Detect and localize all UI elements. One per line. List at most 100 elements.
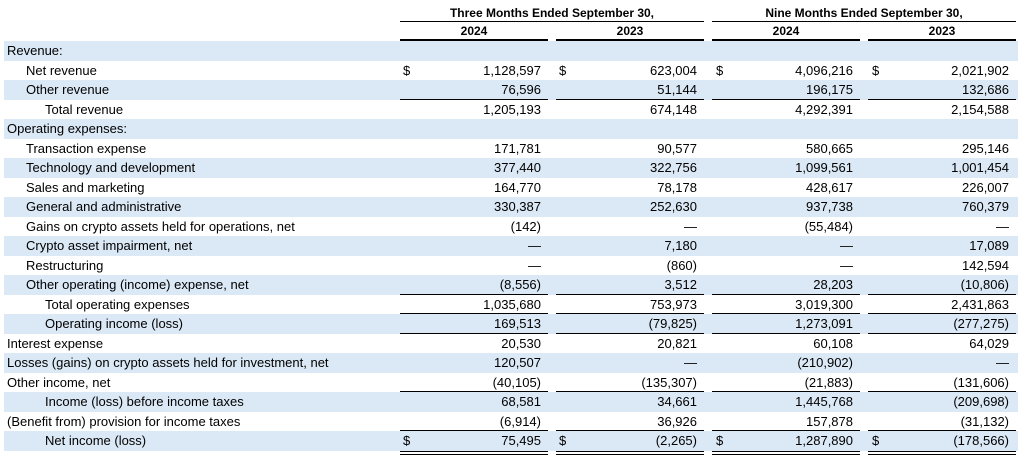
currency-symbol: $ — [872, 62, 880, 78]
cell-value: 295,146 — [962, 140, 1009, 156]
group-header: Nine Months Ended September 30, — [765, 6, 963, 20]
cell-value: 20,530 — [501, 335, 541, 351]
cell-value: 17,089 — [969, 238, 1009, 253]
cell-value: (142) — [510, 218, 541, 234]
total-rule — [712, 313, 860, 314]
total-rule — [400, 293, 548, 295]
table-row — [4, 80, 1018, 100]
table-row — [4, 158, 1018, 178]
total-rule — [400, 391, 548, 392]
cell-value: (55,484) — [804, 218, 853, 234]
year-rule — [868, 39, 1016, 41]
total-rule — [712, 98, 860, 100]
total-rule — [556, 293, 704, 295]
cell-value: 674,148 — [650, 101, 697, 117]
row-label: Transaction expense — [26, 140, 147, 156]
table-row — [4, 431, 1018, 451]
cell-value: (135,307) — [641, 374, 697, 390]
cell-value: 4,292,391 — [795, 101, 853, 117]
cell-value: 623,004 — [650, 62, 697, 78]
row-label: Total revenue — [45, 101, 124, 117]
total-rule — [712, 332, 860, 334]
cell-value: (277,275) — [953, 316, 1009, 331]
cell-value: 1,205,193 — [483, 101, 541, 117]
table-row — [4, 314, 1018, 334]
cell-value: (40,105) — [492, 374, 541, 390]
header-rule — [712, 21, 1016, 22]
cell-value: (79,825) — [648, 316, 697, 331]
cell-value: 4,096,216 — [795, 62, 853, 78]
total-rule — [868, 391, 1016, 392]
cell-value: 64,029 — [969, 335, 1009, 351]
row-label: Crypto asset impairment, net — [26, 238, 193, 253]
cell-value: — — [996, 218, 1009, 234]
total-rule — [556, 430, 704, 431]
cell-value: 34,661 — [657, 394, 697, 409]
row-label: Net income (loss) — [45, 433, 147, 448]
year-header: 2023 — [928, 24, 956, 38]
cell-value: 428,617 — [806, 179, 853, 195]
cell-value: 3,019,300 — [795, 296, 853, 312]
currency-symbol: $ — [403, 62, 411, 78]
cell-value: (210,902) — [797, 355, 853, 370]
table-row — [4, 392, 1018, 412]
cell-value: 196,175 — [806, 82, 853, 97]
row-label: Operating expenses: — [7, 121, 127, 136]
cell-value: — — [840, 238, 853, 253]
cell-value: 36,926 — [657, 413, 697, 429]
cell-value: 1,001,454 — [951, 160, 1009, 175]
cell-value: 3,512 — [664, 277, 697, 292]
double-rule — [712, 450, 860, 455]
cell-value: 330,387 — [494, 199, 541, 214]
double-rule — [868, 450, 1016, 455]
cell-value: 120,507 — [494, 355, 541, 370]
cell-value: 1,099,561 — [795, 160, 853, 175]
cell-value: 322,756 — [650, 160, 697, 175]
cell-value: 20,821 — [657, 335, 697, 351]
total-rule — [556, 391, 704, 392]
total-rule — [400, 332, 548, 334]
cell-value: 142,594 — [962, 257, 1009, 273]
cell-value: 78,178 — [657, 179, 697, 195]
cell-value: — — [684, 218, 697, 234]
year-header: 2023 — [616, 24, 644, 38]
cell-value: — — [840, 257, 853, 273]
row-label: Interest expense — [7, 335, 104, 351]
year-rule — [712, 39, 860, 41]
currency-symbol: $ — [559, 62, 567, 78]
row-label: Other operating (income) expense, net — [26, 277, 249, 292]
cell-value: 226,007 — [962, 179, 1009, 195]
row-label: Gains on crypto assets held for operatio… — [26, 218, 295, 234]
year-rule — [556, 39, 704, 41]
total-rule — [868, 293, 1016, 295]
cell-value: — — [684, 355, 697, 370]
cell-value: 1,035,680 — [483, 296, 541, 312]
total-rule — [400, 98, 548, 100]
cell-value: 377,440 — [494, 160, 541, 175]
cell-value: (6,914) — [499, 413, 541, 429]
row-label: Restructuring — [26, 257, 104, 273]
total-rule — [556, 98, 704, 100]
row-label: Sales and marketing — [26, 179, 145, 195]
cell-value: 28,203 — [813, 277, 853, 292]
table-row — [4, 236, 1018, 256]
total-rule — [400, 430, 548, 431]
cell-value: 2,021,902 — [951, 62, 1009, 78]
currency-symbol: $ — [403, 433, 411, 448]
double-rule — [556, 450, 704, 455]
row-label: Operating income (loss) — [45, 316, 183, 331]
cell-value: 937,738 — [806, 199, 853, 214]
currency-symbol: $ — [559, 433, 567, 448]
year-header: 2024 — [460, 24, 488, 38]
row-label: Total operating expenses — [45, 296, 190, 312]
cell-value: 760,379 — [962, 199, 1009, 214]
row-label: Technology and development — [26, 160, 196, 175]
year-header: 2024 — [772, 24, 800, 38]
table-row — [4, 353, 1018, 373]
cell-value: 1,128,597 — [483, 62, 541, 78]
cell-value: 2,154,588 — [951, 101, 1009, 117]
total-rule — [712, 430, 860, 431]
total-rule — [868, 332, 1016, 334]
cell-value: — — [528, 238, 541, 253]
